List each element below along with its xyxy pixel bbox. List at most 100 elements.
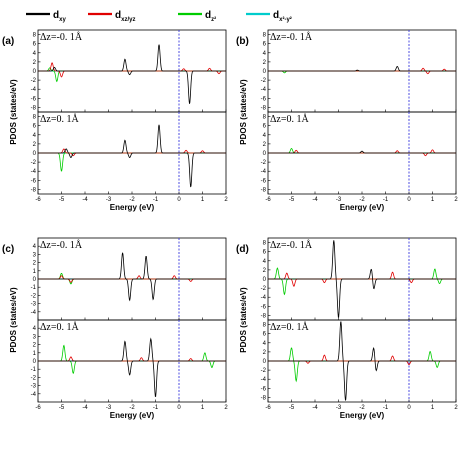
y-tick-label: -1 (31, 367, 37, 373)
y-tick-label: -8 (31, 187, 37, 193)
x-tick-label: -5 (289, 197, 295, 203)
delta-z-annotation: Δz=-0. 1Å (270, 31, 313, 43)
y-tick-label: -8 (261, 313, 267, 319)
y-tick-label: 4 (263, 259, 267, 265)
x-tick-label: -4 (312, 197, 318, 203)
series-line-dxz/yz (38, 148, 226, 157)
y-tick-label: 8 (263, 33, 267, 39)
legend-label: dxz/yz (115, 10, 135, 23)
delta-z-annotation: Δz=0. 1Å (40, 113, 80, 125)
y-tick-label: -4 (261, 169, 267, 175)
y-tick-label: -4 (31, 169, 37, 175)
subplot: -4 -3 -2 -1 0 1 2 3 4 Δz=-0. 1Å (31, 237, 227, 321)
y-tick-label: -6 (261, 386, 267, 392)
y-tick-label: 4 (33, 51, 37, 57)
y-tick-label: 2 (263, 60, 267, 66)
y-tick-label: -3 (31, 384, 37, 390)
y-axis-label: PDOS (states/eV) (9, 287, 18, 353)
y-tick-label: -1 (31, 285, 37, 291)
x-axis-label: Energy (eV) (110, 203, 155, 212)
y-tick-label: -8 (261, 395, 267, 401)
y-tick-label: -4 (31, 310, 37, 316)
subplot: -4 -3 -2 -1 0 1 2 3 4 Δz=0. 1Å (31, 319, 227, 403)
subplot: -8 -6 -4 -2 0 2 4 6 8 Δz=0. 1Å (31, 111, 227, 195)
y-tick-label: 0 (263, 69, 267, 75)
x-tick-label: -6 (265, 197, 271, 203)
x-tick-label: -5 (289, 405, 295, 411)
x-axis-label: Energy (eV) (110, 411, 155, 420)
series-line-dz² (268, 267, 456, 296)
y-tick-label: 6 (33, 42, 37, 48)
y-tick-label: -2 (261, 160, 267, 166)
x-tick-label: -1 (153, 197, 159, 203)
panel-label: (b) (236, 36, 249, 47)
y-tick-label: 2 (263, 350, 267, 356)
series-line-dz² (38, 344, 226, 374)
legend-label: dxy (53, 10, 66, 23)
y-tick-label: 4 (33, 326, 37, 332)
x-tick-label: -1 (383, 405, 389, 411)
y-tick-label: -6 (261, 178, 267, 184)
delta-z-annotation: Δz=0. 1Å (270, 321, 310, 333)
x-tick-label: 1 (201, 405, 205, 411)
y-tick-label: -4 (31, 87, 37, 93)
legend-item: dx²-y² (246, 10, 292, 23)
y-tick-label: -8 (31, 105, 37, 111)
y-tick-label: -2 (31, 78, 37, 84)
y-tick-label: 0 (263, 359, 267, 365)
legend-item: dxy (26, 10, 66, 23)
y-tick-label: -4 (261, 87, 267, 93)
x-tick-label: -1 (383, 197, 389, 203)
delta-z-annotation: Δz=0. 1Å (270, 113, 310, 125)
x-tick-label: -4 (312, 405, 318, 411)
y-tick-label: -4 (31, 392, 37, 398)
y-tick-label: 1 (33, 351, 37, 357)
y-tick-label: 1 (33, 269, 37, 275)
x-tick-label: -3 (106, 405, 112, 411)
subplot: -8 -6 -4 -2 0 2 4 6 8 Δz=-0. 1Å (261, 29, 457, 113)
y-tick-label: 2 (263, 142, 267, 148)
x-axis-label: Energy (eV) (340, 203, 385, 212)
y-axis-label: PDOS (states/eV) (239, 287, 248, 353)
y-tick-label: -6 (261, 304, 267, 310)
series-line-dxy (268, 321, 456, 401)
series-line-dz² (38, 67, 226, 83)
subplot: -8 -6 -4 -2 0 2 4 6 8 Δz=-0. 1Å (31, 29, 227, 113)
y-tick-label: 8 (263, 115, 267, 121)
series-line-dz² (38, 152, 226, 172)
y-tick-label: 6 (263, 124, 267, 130)
y-tick-label: 2 (33, 60, 37, 66)
x-tick-label: -6 (35, 197, 41, 203)
x-tick-label: -2 (359, 405, 365, 411)
y-tick-label: -3 (31, 302, 37, 308)
y-tick-label: -2 (261, 286, 267, 292)
y-tick-label: 2 (263, 268, 267, 274)
y-tick-label: -2 (261, 368, 267, 374)
panel-label: (c) (2, 244, 14, 255)
subplot: -8 -6 -4 -2 0 2 4 6 8 Δz=0. 1Å (261, 319, 457, 403)
y-tick-label: 4 (263, 341, 267, 347)
x-tick-label: 2 (454, 405, 458, 411)
series-line-dxz/yz (38, 62, 226, 78)
x-tick-label: -3 (106, 197, 112, 203)
series-line-dxy (268, 150, 456, 154)
series-line-dxy (38, 44, 226, 104)
panel-label: (a) (2, 36, 14, 47)
subplot: -8 -6 -4 -2 0 2 4 6 8 Δz=-0. 1Å (261, 237, 457, 321)
series-line-dxy (268, 240, 456, 318)
x-tick-label: 0 (407, 405, 411, 411)
y-tick-label: 4 (263, 51, 267, 57)
y-tick-label: 6 (263, 42, 267, 48)
y-tick-label: 2 (33, 343, 37, 349)
x-tick-label: 2 (224, 197, 228, 203)
x-tick-label: -3 (336, 197, 342, 203)
x-tick-label: -6 (265, 405, 271, 411)
x-tick-label: 0 (177, 197, 181, 203)
y-tick-label: 6 (263, 250, 267, 256)
y-tick-label: 0 (263, 277, 267, 283)
legend-label: dx²-y² (273, 10, 292, 23)
